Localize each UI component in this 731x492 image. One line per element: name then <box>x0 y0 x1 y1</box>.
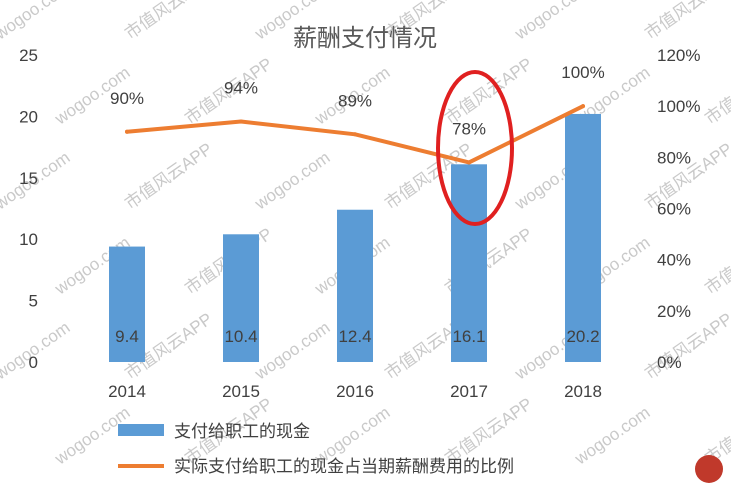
bar-value-label: 9.4 <box>115 327 139 346</box>
y-left-tick-label: 25 <box>19 46 38 65</box>
watermark-text: 市值风云APP <box>701 54 731 128</box>
y-left-tick-label: 20 <box>19 107 38 126</box>
ratio-value-label: 94% <box>224 79 258 98</box>
chart-title: 薪酬支付情况 <box>293 24 437 52</box>
watermark-text: 市值风云APP <box>441 54 535 128</box>
watermark-text: 市值风云APP <box>701 224 731 298</box>
x-tick-label: 2015 <box>222 382 260 401</box>
axes-layer: 0 5 10 15 20 25 0% 20% 40% 60% 80% 100% 120% 2014 2015… <box>19 46 700 401</box>
ratio-point-2017 <box>467 160 471 165</box>
bar-value-label: 12.4 <box>338 327 371 346</box>
legend-bar-label: 支付给职工的现金 <box>174 422 310 442</box>
y-right-tick-label: 60% <box>657 200 691 219</box>
watermark-text: wogoo.com <box>251 148 334 214</box>
watermark-text: 市值风云APP <box>121 139 215 213</box>
x-tick-label: 2018 <box>564 382 602 401</box>
watermark-text: wogoo.com <box>0 0 74 44</box>
x-tick-label: 2017 <box>450 382 488 401</box>
legend-line-label: 实际支付给职工的现金占当期薪酬费用的比例 <box>174 457 514 477</box>
y-left-tick-label: 0 <box>29 353 38 372</box>
y-right-tick-label: 0% <box>657 353 682 372</box>
watermark-text: wogoo.com <box>0 318 74 384</box>
line-layer <box>125 104 585 165</box>
bar-2018 <box>565 113 601 362</box>
watermark-text: 市值风云APP <box>641 0 731 43</box>
watermark-seal-icon <box>695 455 723 483</box>
ratio-point-2018 <box>581 104 585 109</box>
bar-value-label: 10.4 <box>224 327 257 346</box>
bar-2016 <box>337 209 373 362</box>
bar-value-label: 20.2 <box>566 327 599 346</box>
y-right-tick-label: 20% <box>657 302 691 321</box>
y-right-tick-label: 100% <box>657 97 700 116</box>
bar-2015 <box>223 234 259 362</box>
y-right-tick-label: 120% <box>657 46 700 65</box>
legend-bar-swatch <box>118 424 164 436</box>
ratio-value-label: 100% <box>561 63 604 82</box>
ratio-value-label: 89% <box>338 91 372 110</box>
watermark-text: 市值风云APP <box>121 0 215 43</box>
y-left-tick-label: 10 <box>19 230 38 249</box>
ratio-point-2014 <box>125 129 129 134</box>
watermark-text: wogoo.com <box>251 318 334 384</box>
watermark-text: wogoo.com <box>511 0 594 44</box>
y-right-tick-label: 40% <box>657 251 691 270</box>
ratio-value-label: 90% <box>110 89 144 108</box>
labels-layer: 9.4 10.4 12.4 16.1 20.2 90% 94% 89% 78% 100% <box>110 63 605 346</box>
x-tick-label: 2014 <box>108 382 146 401</box>
bar-2014 <box>109 246 145 362</box>
bars-layer <box>109 113 601 362</box>
bar-2017 <box>451 164 487 362</box>
ratio-value-label: 78% <box>452 119 486 138</box>
ratio-point-2016 <box>353 132 357 137</box>
y-right-tick-label: 80% <box>657 148 691 167</box>
ratio-point-2015 <box>239 119 243 124</box>
bar-value-label: 16.1 <box>452 327 485 346</box>
watermark-text: wogoo.com <box>571 403 654 469</box>
x-tick-label: 2016 <box>336 382 374 401</box>
y-left-tick-label: 5 <box>29 292 38 311</box>
y-left-tick-label: 15 <box>19 169 38 188</box>
highlight-ellipse <box>436 70 514 226</box>
annotation-layer <box>436 70 514 226</box>
